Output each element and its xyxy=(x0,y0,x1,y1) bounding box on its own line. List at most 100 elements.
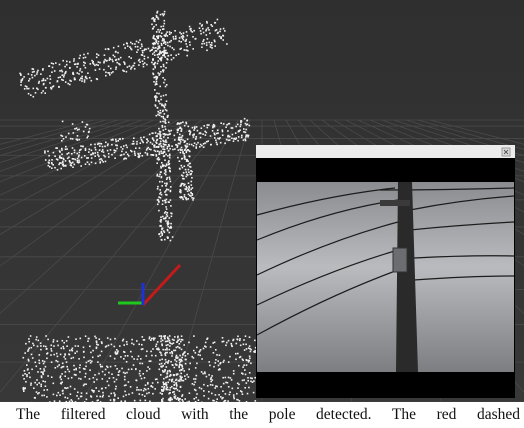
point xyxy=(157,145,160,148)
point xyxy=(123,61,125,63)
point xyxy=(40,92,43,94)
point xyxy=(141,343,143,346)
point xyxy=(178,390,181,392)
point xyxy=(164,238,166,241)
point xyxy=(114,351,117,353)
point xyxy=(238,383,240,386)
point xyxy=(238,364,240,367)
point xyxy=(104,346,107,348)
point xyxy=(165,387,167,390)
point xyxy=(229,391,231,393)
point xyxy=(208,124,210,126)
point xyxy=(168,398,170,400)
point xyxy=(204,372,206,375)
point xyxy=(206,385,209,387)
point xyxy=(122,338,125,341)
point xyxy=(44,150,46,152)
point xyxy=(209,44,212,46)
point-cloud xyxy=(19,10,257,402)
point xyxy=(158,112,161,114)
point xyxy=(85,383,87,385)
point xyxy=(189,166,192,168)
point xyxy=(189,173,192,176)
point xyxy=(170,39,172,42)
point xyxy=(176,389,179,391)
point xyxy=(66,397,69,399)
point xyxy=(101,150,103,153)
point xyxy=(162,215,164,218)
point xyxy=(251,381,254,383)
point xyxy=(181,394,184,396)
point xyxy=(160,362,163,365)
point xyxy=(245,136,247,138)
point xyxy=(66,157,69,160)
point xyxy=(21,77,24,80)
point xyxy=(158,45,161,47)
camera-window xyxy=(256,145,515,398)
point xyxy=(163,19,166,22)
point xyxy=(164,43,167,45)
point xyxy=(166,194,168,196)
point xyxy=(130,47,132,50)
point xyxy=(154,38,156,41)
point xyxy=(164,120,166,123)
point xyxy=(139,370,141,372)
point xyxy=(54,367,57,369)
point xyxy=(60,347,63,350)
point xyxy=(77,155,80,158)
point xyxy=(172,391,174,394)
point xyxy=(123,351,126,353)
point xyxy=(161,185,163,187)
point xyxy=(125,144,127,146)
point xyxy=(155,24,157,26)
point xyxy=(158,74,160,76)
point xyxy=(172,57,175,59)
point xyxy=(167,337,169,340)
point xyxy=(155,14,158,17)
point xyxy=(219,137,221,139)
point xyxy=(78,151,81,154)
point xyxy=(204,345,206,347)
point xyxy=(86,123,89,126)
point xyxy=(160,230,163,233)
point xyxy=(151,61,153,64)
point xyxy=(164,211,167,213)
point xyxy=(79,54,81,57)
point xyxy=(210,380,212,383)
point xyxy=(244,373,247,376)
point xyxy=(148,148,151,150)
point xyxy=(165,381,167,384)
point xyxy=(132,343,135,346)
point xyxy=(130,368,133,370)
point xyxy=(86,157,88,159)
point xyxy=(41,394,43,397)
point xyxy=(59,151,61,153)
point xyxy=(191,170,193,173)
point xyxy=(167,221,169,224)
point xyxy=(185,121,187,124)
point xyxy=(84,62,86,64)
point xyxy=(63,74,65,76)
point xyxy=(168,133,171,136)
point xyxy=(241,372,243,374)
point xyxy=(163,54,165,56)
point xyxy=(202,146,205,148)
point xyxy=(155,80,158,83)
point xyxy=(158,196,160,198)
point xyxy=(106,380,109,383)
point xyxy=(73,63,76,66)
point xyxy=(159,351,161,353)
point xyxy=(96,378,98,381)
point xyxy=(182,198,184,201)
point xyxy=(181,158,183,160)
point xyxy=(206,337,209,340)
point xyxy=(73,364,75,367)
point xyxy=(163,47,166,49)
point xyxy=(28,347,30,349)
point xyxy=(46,396,48,398)
point xyxy=(49,75,51,77)
point xyxy=(177,397,180,400)
point xyxy=(160,218,163,221)
point xyxy=(34,74,36,77)
point xyxy=(188,25,191,28)
